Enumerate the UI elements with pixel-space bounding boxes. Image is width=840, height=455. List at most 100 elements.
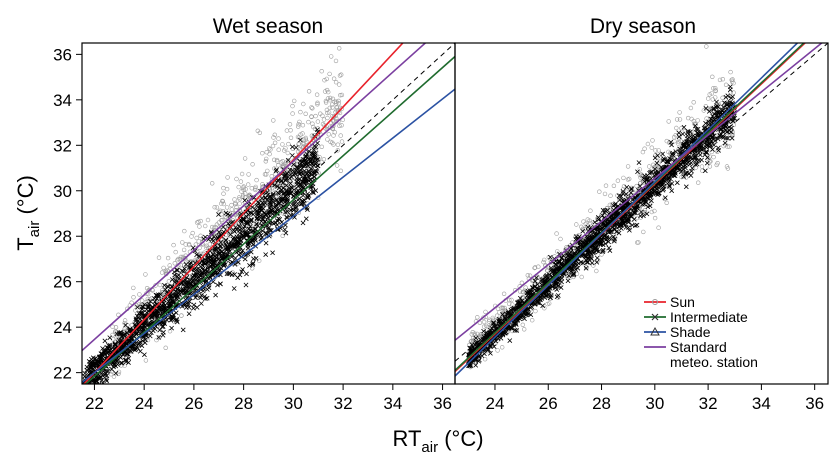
data-point — [707, 164, 713, 169]
data-point — [253, 256, 259, 261]
data-point — [548, 295, 553, 301]
data-point — [729, 135, 735, 141]
data-point — [112, 342, 118, 348]
data-point — [183, 242, 188, 247]
plot-area-dry — [455, 43, 828, 377]
data-point — [237, 230, 243, 236]
data-point — [590, 233, 596, 238]
data-point — [96, 375, 102, 381]
data-point — [335, 142, 341, 147]
data-point — [315, 119, 321, 124]
data-point — [676, 130, 682, 136]
data-point — [185, 302, 191, 307]
data-point — [290, 111, 295, 116]
data-point — [613, 201, 619, 207]
data-point — [337, 123, 342, 129]
data-point — [608, 227, 613, 232]
data-point — [110, 332, 115, 338]
data-point — [245, 245, 251, 251]
data-point — [219, 201, 224, 206]
data-point — [313, 113, 318, 119]
data-point — [279, 196, 285, 202]
data-point — [652, 215, 658, 221]
x-tick-label: 24 — [135, 394, 154, 413]
data-point — [323, 98, 329, 104]
data-point — [270, 143, 276, 149]
data-point — [695, 145, 701, 151]
data-point — [273, 172, 278, 177]
data-point — [299, 163, 305, 168]
data-point — [588, 208, 593, 213]
data-point — [284, 128, 290, 133]
data-point — [604, 234, 610, 240]
data-point — [321, 157, 327, 162]
data-point — [331, 76, 337, 81]
data-point — [315, 163, 321, 169]
data-point — [528, 305, 533, 311]
data-point — [285, 150, 290, 156]
data-point — [319, 68, 324, 74]
data-point — [290, 203, 296, 208]
data-point — [640, 180, 646, 186]
data-point — [594, 244, 599, 250]
data-point — [654, 168, 659, 173]
data-point — [249, 210, 255, 216]
data-point — [88, 385, 92, 389]
data-point — [605, 207, 610, 213]
data-point — [176, 290, 182, 296]
data-point — [571, 272, 577, 277]
data-point — [670, 150, 676, 156]
data-point — [664, 138, 669, 144]
data-point — [482, 357, 488, 362]
data-point — [668, 139, 674, 145]
data-point — [661, 156, 666, 162]
data-point — [541, 257, 547, 263]
data-point — [174, 318, 180, 323]
data-point — [143, 358, 149, 363]
data-point — [484, 323, 489, 328]
data-point — [491, 344, 497, 349]
data-point — [143, 300, 149, 305]
data-point — [89, 387, 93, 391]
data-point — [252, 237, 258, 243]
data-point — [666, 160, 672, 165]
data-point — [585, 217, 590, 222]
data-point — [692, 121, 697, 127]
data-point — [165, 290, 170, 296]
data-point — [331, 119, 336, 124]
data-point — [313, 144, 319, 150]
data-point — [546, 301, 552, 306]
data-point — [257, 203, 263, 209]
data-point — [169, 277, 175, 282]
data-point — [221, 263, 227, 269]
data-point — [315, 156, 321, 162]
data-point — [272, 140, 278, 146]
data-point — [222, 241, 228, 247]
data-point — [287, 122, 293, 127]
data-point — [225, 251, 230, 257]
data-point — [263, 200, 268, 206]
data-point — [637, 181, 643, 186]
data-point — [491, 320, 496, 326]
data-point — [522, 288, 527, 293]
data-point — [207, 242, 213, 247]
data-point — [493, 323, 498, 329]
data-point — [713, 88, 718, 94]
data-point — [585, 259, 591, 265]
data-point — [672, 139, 677, 144]
data-point — [297, 119, 302, 125]
data-point — [205, 217, 211, 223]
data-point — [339, 139, 345, 144]
data-point — [702, 168, 708, 174]
data-point — [656, 225, 661, 230]
legend-label: Standard — [670, 339, 727, 355]
data-point — [218, 244, 224, 249]
data-point — [703, 120, 708, 126]
data-point — [306, 193, 312, 198]
data-point — [607, 202, 613, 208]
data-point — [293, 145, 299, 150]
data-point — [200, 241, 205, 246]
data-point — [659, 183, 665, 188]
data-point — [501, 291, 507, 296]
data-point — [209, 257, 215, 262]
